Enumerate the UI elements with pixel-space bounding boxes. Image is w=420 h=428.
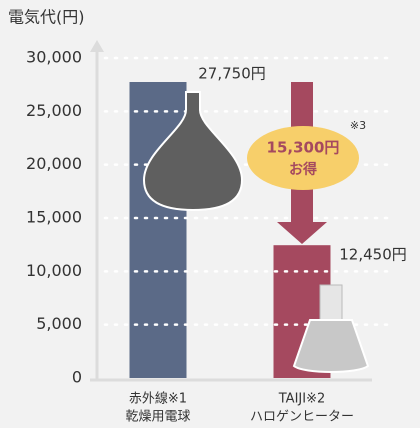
- x-tick-label: 乾燥用電球: [125, 410, 190, 425]
- y-tick-label: 10,000: [26, 261, 82, 280]
- y-tick-label: 20,000: [26, 154, 82, 173]
- y-tick-label: 25,000: [26, 101, 82, 120]
- saving-amount: 15,300円: [267, 139, 340, 157]
- x-tick-label: 赤外線※1: [129, 391, 187, 407]
- chart: 電気代(円) 15,300円 お得 ※3 0 5,000 10,000 15,000 2…: [0, 0, 420, 428]
- x-tick-label: TAIJI※2: [278, 392, 326, 407]
- y-axis-arrow: [90, 40, 104, 52]
- x-tick-label: ハロゲンヒーター: [250, 410, 354, 425]
- y-tick-label: 0: [72, 368, 82, 387]
- y-tick-label: 15,000: [26, 208, 82, 227]
- saving-note: ※3: [350, 119, 366, 132]
- y-tick-label: 5,000: [36, 314, 82, 333]
- value-label: 27,750円: [198, 65, 266, 83]
- saving-badge: [247, 126, 359, 190]
- value-label: 12,450円: [339, 246, 407, 264]
- saving-text: お得: [289, 161, 317, 178]
- y-tick-label: 30,000: [26, 48, 82, 67]
- y-axis-label: 電気代(円): [8, 8, 85, 27]
- page: {"chart_data":{"type":"bar","y_label":"電…: [0, 0, 420, 428]
